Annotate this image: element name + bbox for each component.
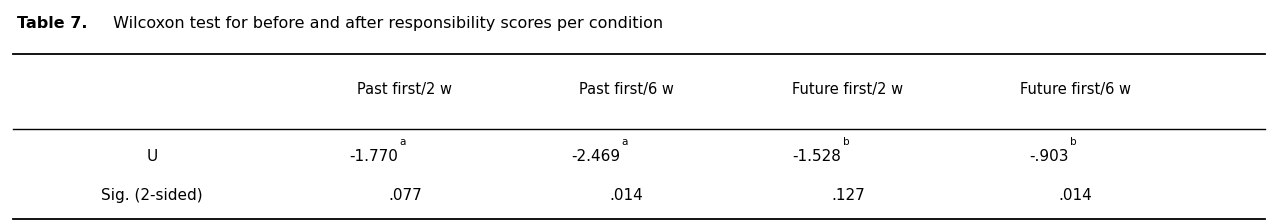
Text: .077: .077 [389, 188, 422, 203]
Text: Future first/6 w: Future first/6 w [1020, 81, 1131, 97]
Text: -2.469: -2.469 [571, 149, 620, 164]
Text: b: b [842, 137, 850, 147]
Text: Sig. (2-sided): Sig. (2-sided) [101, 188, 203, 203]
Text: a: a [400, 137, 406, 147]
Text: U: U [146, 149, 157, 164]
Text: Wilcoxon test for before and after responsibility scores per condition: Wilcoxon test for before and after respo… [107, 16, 663, 32]
Text: Future first/2 w: Future first/2 w [792, 81, 904, 97]
Text: Table 7.: Table 7. [17, 16, 87, 32]
Text: a: a [621, 137, 627, 147]
Text: Past first/6 w: Past first/6 w [579, 81, 674, 97]
Text: b: b [1071, 137, 1077, 147]
Text: Past first/2 w: Past first/2 w [358, 81, 452, 97]
Text: .014: .014 [1058, 188, 1093, 203]
Text: -1.770: -1.770 [350, 149, 399, 164]
Text: .127: .127 [831, 188, 865, 203]
Text: .014: .014 [610, 188, 643, 203]
Text: -1.528: -1.528 [792, 149, 841, 164]
Text: -.903: -.903 [1030, 149, 1070, 164]
